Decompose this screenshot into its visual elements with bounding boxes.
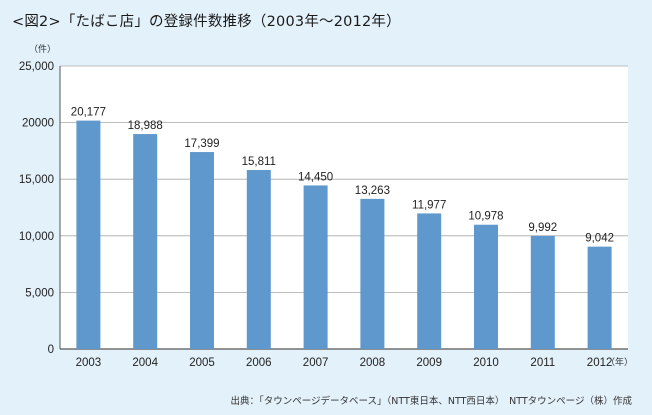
- y-tick-label: 20000: [22, 118, 54, 130]
- value-label-2006: 15,811: [242, 156, 276, 168]
- chart-title: <図2>「たばこ店」の登録件数推移（2003年〜2012年）: [12, 14, 401, 30]
- value-label-2007: 14,450: [298, 171, 333, 183]
- bar-2011: [530, 235, 555, 349]
- x-tick-label-2003: 2003: [76, 357, 102, 369]
- value-labels: 20,177 18,988 17,399 15,811 14,450 13,263 11,9…: [71, 107, 614, 245]
- bar-2004: [133, 134, 158, 349]
- value-label-2010: 10,978: [468, 211, 503, 223]
- bar-2006: [246, 170, 271, 349]
- value-label-2009: 11,977: [412, 199, 446, 211]
- y-axis-ticks: 0 5,000 10,000 15,000 20000 25,000: [19, 61, 54, 356]
- value-label-2012: 9,042: [585, 233, 614, 245]
- bar-2012: [587, 246, 612, 349]
- bar-2010: [474, 224, 498, 349]
- x-tick-label-2010: 2010: [473, 357, 499, 369]
- y-tick-label: 0: [48, 344, 54, 356]
- y-tick-label: 25,000: [19, 61, 54, 73]
- bars: [76, 120, 612, 349]
- bar-2003: [76, 120, 101, 349]
- value-label-2005: 17,399: [184, 138, 219, 150]
- y-tick-label: 10,000: [19, 231, 54, 243]
- y-tick-label: 15,000: [19, 174, 54, 186]
- value-label-2011: 9,992: [528, 222, 557, 234]
- x-tick-label-2012: 2012: [587, 357, 613, 369]
- x-tick-label-2008: 2008: [360, 357, 386, 369]
- x-tick-label-2007: 2007: [303, 357, 329, 369]
- x-tick-label-2004: 2004: [132, 357, 158, 369]
- value-label-2003: 20,177: [71, 107, 106, 119]
- x-tick-label-2011: 2011: [530, 357, 555, 369]
- x-tick-label-2009: 2009: [416, 357, 442, 369]
- value-label-2008: 13,263: [355, 185, 390, 197]
- bar-2007: [303, 185, 328, 349]
- x-axis-ticks: 2003 2004 2005 2006 2007 2008 2009 2010 2011 2012: [76, 357, 613, 369]
- bar-2009: [417, 213, 442, 349]
- plot-area: 20,177 18,988 17,399 15,811 14,450 13,263 11,9…: [19, 43, 633, 369]
- bar-2005: [190, 152, 214, 349]
- bar-2008: [360, 198, 385, 349]
- x-tick-label-2005: 2005: [189, 357, 215, 369]
- y-tick-label: 5,000: [25, 287, 54, 299]
- value-label-2004: 18,988: [128, 120, 163, 132]
- x-tick-label-2006: 2006: [246, 357, 272, 369]
- x-axis-unit: （年）: [606, 356, 633, 368]
- y-axis-unit: （件）: [29, 43, 56, 55]
- source-note: 出典：「タウンページデータベース」（NTT東日本、NTT西日本） NTTタウンペ…: [230, 396, 632, 407]
